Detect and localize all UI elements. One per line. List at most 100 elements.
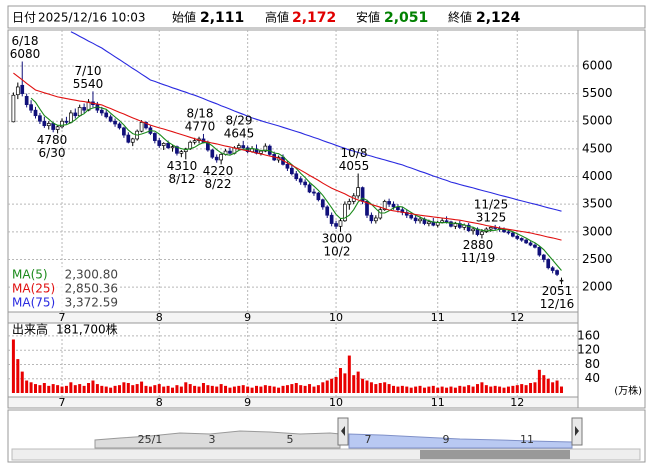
volume-bar xyxy=(533,382,537,393)
volume-bar xyxy=(418,385,422,393)
candle-body xyxy=(559,279,564,282)
candle-body xyxy=(294,173,299,180)
candle-body xyxy=(334,223,338,227)
volume-bar xyxy=(277,387,281,393)
volume-bar xyxy=(445,387,449,393)
volume-latest: 181,700株 xyxy=(56,322,118,337)
moving-average-line xyxy=(13,72,562,241)
volume-bar xyxy=(511,385,515,393)
volume-bar xyxy=(272,386,276,393)
volume-bar xyxy=(73,385,77,393)
volume-bar xyxy=(162,386,166,393)
candle-body xyxy=(338,220,343,227)
volume-bar xyxy=(369,382,373,393)
candle-body xyxy=(73,112,78,117)
candle-body xyxy=(99,109,104,114)
volume-bar xyxy=(453,387,457,393)
volume-bar xyxy=(343,373,347,393)
datetime: 2025/12/16 10:03 xyxy=(38,11,146,25)
volume-bar xyxy=(197,386,201,393)
candle-body xyxy=(519,238,524,241)
candle-body xyxy=(533,244,537,248)
candle-body xyxy=(320,199,325,208)
candle-body xyxy=(343,203,347,222)
volume-bar xyxy=(47,385,51,393)
candle-body xyxy=(444,220,449,223)
candle-body xyxy=(329,214,334,224)
volume-bar xyxy=(148,386,152,393)
volume-bar xyxy=(325,380,329,393)
candle-body xyxy=(64,120,69,123)
candle-body xyxy=(515,235,520,239)
legend-value: 2,850.36 xyxy=(65,282,118,296)
candle-body xyxy=(347,201,352,205)
candle-body xyxy=(219,154,223,161)
candle-body xyxy=(241,145,246,149)
volume-bar xyxy=(383,382,387,393)
volume-bar xyxy=(405,386,409,393)
candle-body xyxy=(175,146,179,154)
y-tick-label: 5500 xyxy=(582,86,613,100)
y-tick-label: 2500 xyxy=(582,252,613,266)
annotation-price: 4310 xyxy=(167,159,198,173)
candle-body xyxy=(33,109,38,117)
candle-body xyxy=(396,206,400,211)
volume-bar xyxy=(188,384,192,393)
scrollbar[interactable] xyxy=(11,448,641,461)
volume-bar xyxy=(34,384,37,393)
plot-layer: 2000 2500 3000 3500 4000 4500 5000 5500 6000 7 8 9 1… xyxy=(8,30,642,409)
candle-body xyxy=(488,227,493,230)
handle-arrow xyxy=(341,426,345,436)
candle-body xyxy=(144,121,148,129)
candle-body xyxy=(15,86,20,96)
volume-bar xyxy=(91,380,95,393)
candle-body xyxy=(471,228,475,232)
candle-body xyxy=(126,134,131,143)
volume-bar xyxy=(467,385,471,393)
navigator-label: 3 xyxy=(209,433,216,446)
y-tick-label: 40 xyxy=(585,371,600,385)
volume-bar xyxy=(321,382,325,393)
annotation-price: 4055 xyxy=(339,159,370,173)
volume-bar xyxy=(201,383,205,393)
candle-body xyxy=(55,126,60,130)
x-tick-label: 11 xyxy=(431,396,445,409)
volume-bar xyxy=(64,385,68,393)
volume-bar xyxy=(392,385,396,393)
open-label: 始値 xyxy=(172,10,196,25)
volume-bar xyxy=(259,386,263,393)
volume-bar xyxy=(515,385,519,393)
moving-average-line xyxy=(70,31,562,212)
y-tick-label: 120 xyxy=(577,343,600,357)
scrollbar-thumb[interactable] xyxy=(420,450,570,459)
candle-body xyxy=(369,214,374,222)
date-label: 日付 xyxy=(12,11,36,25)
candle-body xyxy=(290,167,294,175)
volume-bar xyxy=(117,385,121,393)
candle-body xyxy=(259,150,263,154)
header-bar xyxy=(7,5,646,29)
volume-bar xyxy=(338,368,342,393)
volume-bar xyxy=(11,339,15,393)
candle-body xyxy=(528,242,533,246)
candle-body xyxy=(82,107,86,111)
low-label: 安値 xyxy=(356,10,380,25)
volume-bar xyxy=(38,385,42,393)
volume-bar xyxy=(312,386,316,393)
volume-bar xyxy=(179,386,183,393)
volume-bar xyxy=(476,384,479,393)
navigator-label: 11 xyxy=(520,433,534,446)
volume-bar xyxy=(82,385,86,393)
close-label: 終値 xyxy=(448,10,472,25)
legend-box xyxy=(10,267,120,309)
candle-body xyxy=(24,96,29,105)
volume-bar xyxy=(537,369,541,393)
volume-bar xyxy=(113,385,117,393)
candle-body xyxy=(316,192,321,201)
volume-bar xyxy=(263,385,267,393)
volume-bar xyxy=(153,385,157,393)
chart-frame xyxy=(7,29,646,409)
volume-bar xyxy=(436,387,440,393)
x-tick-label: 7 xyxy=(59,311,66,324)
